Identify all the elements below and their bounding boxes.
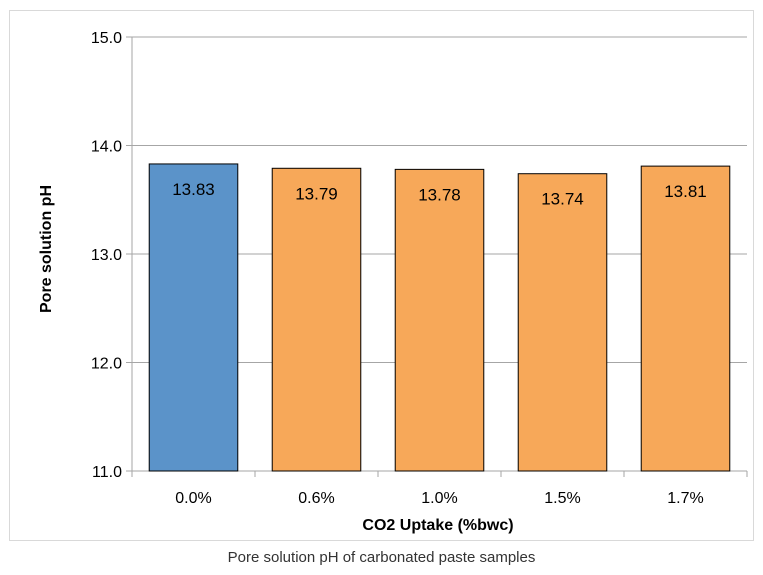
x-tick-label: 0.0%: [175, 490, 211, 507]
bars: [148, 163, 731, 472]
bar-chart: 11.0 12.0 13.0 14.0 15.0 0.0% 0.6% 1.0% 1.5% 1.7%…: [38, 30, 748, 534]
data-label: 13.74: [541, 190, 584, 209]
data-label: 13.81: [664, 182, 707, 201]
data-label: 13.78: [418, 185, 461, 204]
x-axis-label: CO2 Uptake (%bwc): [362, 517, 513, 534]
x-tick-label: 1.0%: [421, 490, 457, 507]
bar: [517, 173, 608, 472]
y-tick-label: 15.0: [91, 30, 122, 47]
y-axis-label: Pore solution pH: [38, 185, 55, 313]
x-tick-label: 0.6%: [298, 490, 334, 507]
data-label: 13.79: [295, 184, 338, 203]
bar: [394, 168, 485, 472]
figure-caption: Pore solution pH of carbonated paste sam…: [227, 549, 536, 566]
y-tick-label: 13.0: [91, 247, 122, 264]
x-tick-label: 1.5%: [544, 490, 580, 507]
data-labels: 13.83 13.79 13.78 13.74 13.81: [172, 180, 707, 209]
bar: [640, 165, 731, 472]
y-tick-label: 11.0: [92, 464, 122, 481]
y-tick-label: 14.0: [91, 139, 122, 156]
chart-frame: 11.0 12.0 13.0 14.0 15.0 0.0% 0.6% 1.0% 1.5% 1.7%…: [9, 10, 754, 541]
tick-labels: 11.0 12.0 13.0 14.0 15.0 0.0% 0.6% 1.0% 1.5% 1.7%: [91, 30, 704, 507]
y-tick-label: 12.0: [91, 356, 122, 373]
bar: [271, 167, 362, 472]
bar: [148, 163, 239, 472]
data-label: 13.83: [172, 180, 215, 199]
x-tick-label: 1.7%: [667, 490, 703, 507]
